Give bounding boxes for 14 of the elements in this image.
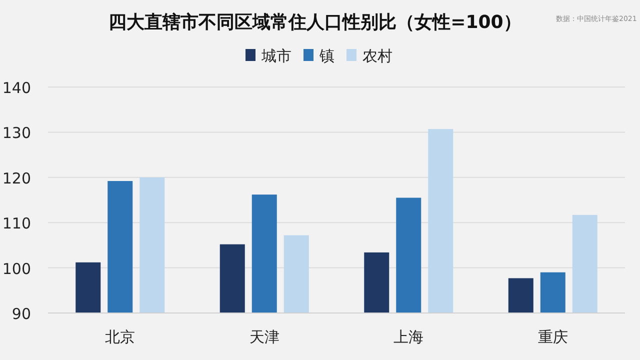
y-tick-label: 110 <box>2 214 31 233</box>
x-tick-label: 上海 <box>394 328 424 346</box>
legend-label: 农村 <box>362 47 392 65</box>
y-tick-label: 140 <box>2 79 31 97</box>
x-tick-label: 北京 <box>105 328 136 346</box>
x-tick-label: 重庆 <box>538 328 568 346</box>
legend-label: 城市 <box>260 47 292 65</box>
y-tick-label: 120 <box>2 169 31 188</box>
y-tick-label: 130 <box>2 124 31 142</box>
legend-label: 镇 <box>318 47 334 65</box>
y-tick-label: 90 <box>12 305 31 323</box>
x-tick-label: 天津 <box>249 328 280 346</box>
y-tick-label: 100 <box>2 260 31 278</box>
chart-title: 四大直辖市不同区域常住人口性别比（女性=100） <box>108 12 522 33</box>
